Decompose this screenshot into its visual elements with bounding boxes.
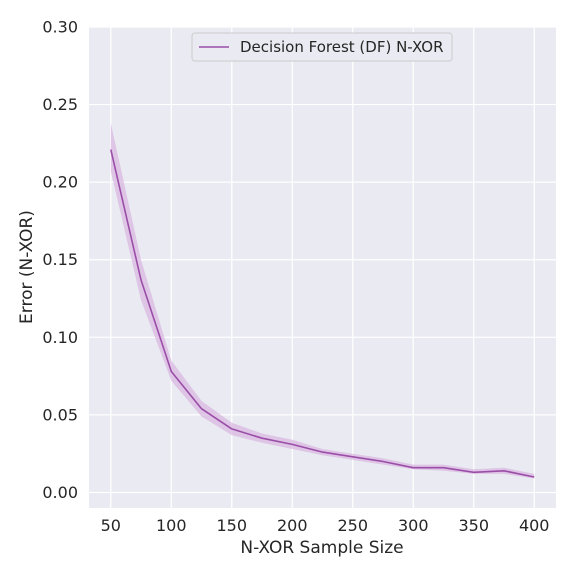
legend-label: Decision Forest (DF) N-XOR <box>240 38 444 56</box>
y-axis-title: Error (N-XOR) <box>17 210 37 324</box>
series-line <box>110 149 535 478</box>
x-tick-label: 100 <box>156 516 187 535</box>
x-axis-title: N-XOR Sample Size <box>240 538 403 558</box>
x-tick-label: 150 <box>216 516 247 535</box>
x-tick-label: 200 <box>277 516 308 535</box>
y-tick-label: 0.30 <box>42 18 78 37</box>
x-tick-label: 250 <box>337 516 368 535</box>
y-tick-label: 0.25 <box>42 95 78 114</box>
plot-area <box>89 27 556 508</box>
y-tick-labels: 0.00 0.05 0.10 0.15 0.20 0.25 0.30 <box>42 18 78 502</box>
y-tick-label: 0.00 <box>42 483 78 502</box>
y-tick-label: 0.05 <box>42 405 78 424</box>
x-tick-label: 350 <box>458 516 489 535</box>
legend-box <box>191 32 453 62</box>
x-tick-label: 300 <box>398 516 429 535</box>
x-tick-label: 50 <box>101 516 121 535</box>
grid <box>89 26 556 508</box>
x-tick-label: 400 <box>519 516 550 535</box>
series-line-layer <box>110 149 535 478</box>
y-tick-label: 0.20 <box>42 173 78 192</box>
x-tick-labels: 50 100 150 200 250 300 350 400 <box>101 516 550 535</box>
y-tick-label: 0.15 <box>42 250 78 269</box>
legend: Decision Forest (DF) N-XOR <box>191 32 453 62</box>
y-tick-label: 0.10 <box>42 328 78 347</box>
